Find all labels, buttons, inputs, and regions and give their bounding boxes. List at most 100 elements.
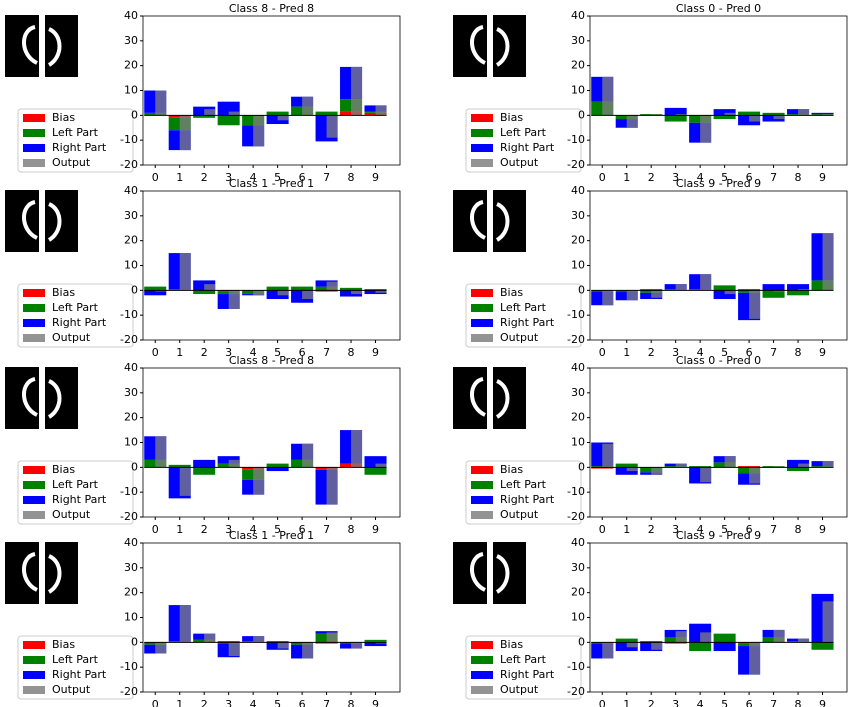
x-tick-label: 7 xyxy=(770,171,777,184)
x-tick-label: 7 xyxy=(323,346,330,359)
y-tick-label: -10 xyxy=(567,485,585,498)
x-tick-label: 0 xyxy=(599,523,606,536)
output-bar xyxy=(700,274,711,290)
legend-label: Left Part xyxy=(500,301,547,314)
output-bar xyxy=(302,444,313,468)
x-tick-label: 4 xyxy=(250,698,257,707)
x-tick-label: 0 xyxy=(599,346,606,359)
legend-label: Right Part xyxy=(500,493,555,506)
chart-title: Class 1 - Pred 1 xyxy=(229,177,314,190)
output-bar xyxy=(155,642,166,653)
output-bar xyxy=(700,115,711,142)
y-tick-label: 30 xyxy=(124,561,138,574)
x-tick-label: 5 xyxy=(274,698,281,707)
output-bar xyxy=(302,642,313,658)
legend-label: Right Part xyxy=(500,141,555,154)
x-tick-label: 3 xyxy=(225,698,232,707)
legend-label: Bias xyxy=(52,638,75,651)
bar-segment xyxy=(316,112,338,116)
output-bar xyxy=(676,631,687,642)
legend-swatch xyxy=(23,289,45,297)
y-tick-label: 20 xyxy=(571,586,585,599)
x-tick-label: 9 xyxy=(819,698,826,707)
x-tick-label: 5 xyxy=(721,698,728,707)
output-bar xyxy=(180,605,191,642)
y-tick-label: 10 xyxy=(124,436,138,449)
y-tick-label: -20 xyxy=(567,685,585,698)
legend-label: Bias xyxy=(52,463,75,476)
axes-frame xyxy=(590,543,847,692)
bar-segment xyxy=(689,642,711,651)
bar-segment xyxy=(763,284,785,290)
bar-segment xyxy=(714,634,736,643)
y-tick-label: 30 xyxy=(124,386,138,399)
y-tick-label: 40 xyxy=(571,9,585,22)
legend-swatch xyxy=(471,481,493,489)
output-bar xyxy=(602,444,613,468)
output-bar xyxy=(229,460,240,467)
x-tick-label: 0 xyxy=(599,171,606,184)
x-tick-label: 0 xyxy=(152,523,159,536)
x-tick-label: 8 xyxy=(348,523,355,536)
x-tick-label: 2 xyxy=(648,171,655,184)
legend-swatch xyxy=(471,656,493,664)
output-bar xyxy=(278,290,289,295)
x-tick-label: 7 xyxy=(323,523,330,536)
y-tick-label: 30 xyxy=(571,209,585,222)
x-tick-label: 9 xyxy=(819,346,826,359)
bar-segment xyxy=(267,287,289,291)
output-bar xyxy=(253,290,264,295)
x-tick-label: 0 xyxy=(152,346,159,359)
x-tick-label: 7 xyxy=(323,171,330,184)
legend-swatch xyxy=(23,159,45,167)
y-tick-label: -10 xyxy=(120,133,138,146)
digit-left-half xyxy=(5,15,39,77)
output-bar xyxy=(155,91,166,116)
y-tick-label: 10 xyxy=(124,259,138,272)
chart-title: Class 0 - Pred 0 xyxy=(676,2,761,15)
output-bar xyxy=(798,639,809,643)
legend-label: Bias xyxy=(500,638,523,651)
digit-left-half xyxy=(5,190,39,252)
output-bar xyxy=(253,636,264,642)
x-tick-label: 1 xyxy=(176,523,183,536)
output-bar xyxy=(749,642,760,674)
chart-title: Class 8 - Pred 8 xyxy=(229,2,314,15)
legend-swatch xyxy=(23,466,45,474)
x-tick-label: 1 xyxy=(623,698,630,707)
y-tick-label: 0 xyxy=(578,635,585,648)
axes-frame xyxy=(590,191,847,340)
output-bar xyxy=(253,115,264,146)
digit-right-half xyxy=(45,542,78,604)
figure: Bias Left Part Right Part Output Class 8 - P… xyxy=(0,0,850,707)
y-tick-label: 40 xyxy=(124,361,138,374)
y-tick-label: 40 xyxy=(571,184,585,197)
x-tick-label: 7 xyxy=(323,698,330,707)
y-tick-label: 0 xyxy=(131,283,138,296)
x-tick-label: 2 xyxy=(201,523,208,536)
digit-right-half xyxy=(493,15,526,77)
legend-swatch xyxy=(471,686,493,694)
legend-swatch xyxy=(23,129,45,137)
x-tick-label: 2 xyxy=(648,698,655,707)
output-bar xyxy=(798,464,809,468)
output-bar xyxy=(204,634,215,643)
legend-swatch xyxy=(471,466,493,474)
y-tick-label: 10 xyxy=(571,84,585,97)
digit-right-half xyxy=(45,15,78,77)
digit-left-half xyxy=(453,542,487,604)
output-bar xyxy=(180,253,191,290)
output-bar xyxy=(823,601,834,642)
digit-right-half xyxy=(493,367,526,429)
output-bar xyxy=(651,290,662,297)
legend-swatch xyxy=(471,114,493,122)
y-tick-label: -20 xyxy=(567,510,585,523)
legend-label: Output xyxy=(500,331,539,344)
y-tick-label: 0 xyxy=(131,635,138,648)
digit-left-half xyxy=(5,542,39,604)
x-tick-label: 2 xyxy=(648,523,655,536)
output-bar xyxy=(204,284,215,290)
x-tick-label: 9 xyxy=(372,171,379,184)
x-tick-label: 2 xyxy=(648,346,655,359)
bar-segment xyxy=(144,287,166,291)
